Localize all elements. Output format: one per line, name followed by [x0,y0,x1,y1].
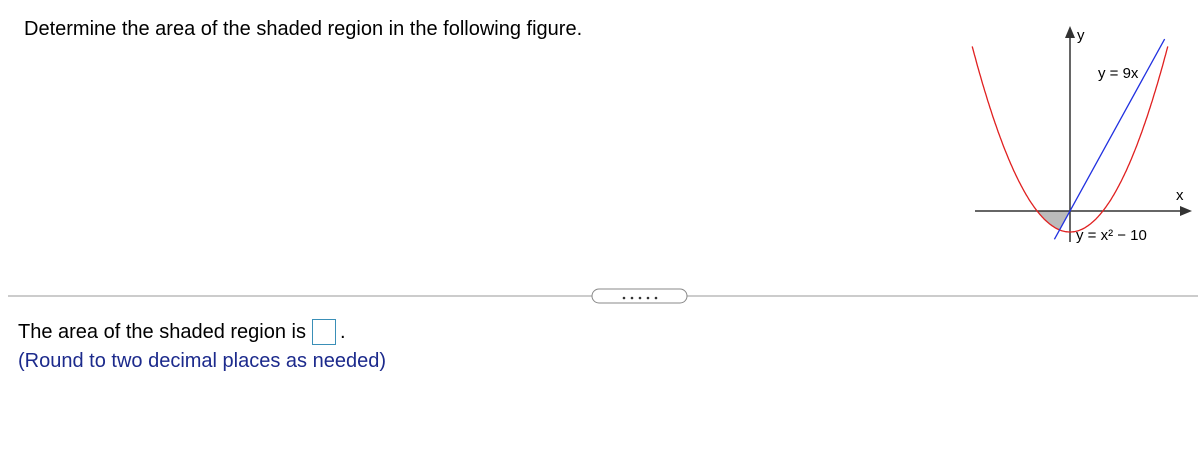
answer-suffix: . [339,320,346,343]
expand-button[interactable] [591,288,688,304]
answer-prompt: The area of the shaded region is [18,320,306,343]
y-arrow [1065,26,1075,38]
x-arrow [1180,206,1192,216]
button-dots [622,296,658,300]
parabola [971,46,1169,233]
question: Determine the area of the shaded region … [24,18,583,40]
answer-row: The area of the shaded region is . [18,319,346,345]
line [1053,38,1166,240]
line-label: y = 9x [1098,65,1139,82]
x-axis-label: x [1176,187,1184,204]
y-axis-label: y [1077,27,1085,44]
answer-hint: (Round to two decimal places as needed) [18,350,386,372]
parabola-label: y = x² − 10 [1076,227,1147,244]
answer-input[interactable] [311,319,336,345]
